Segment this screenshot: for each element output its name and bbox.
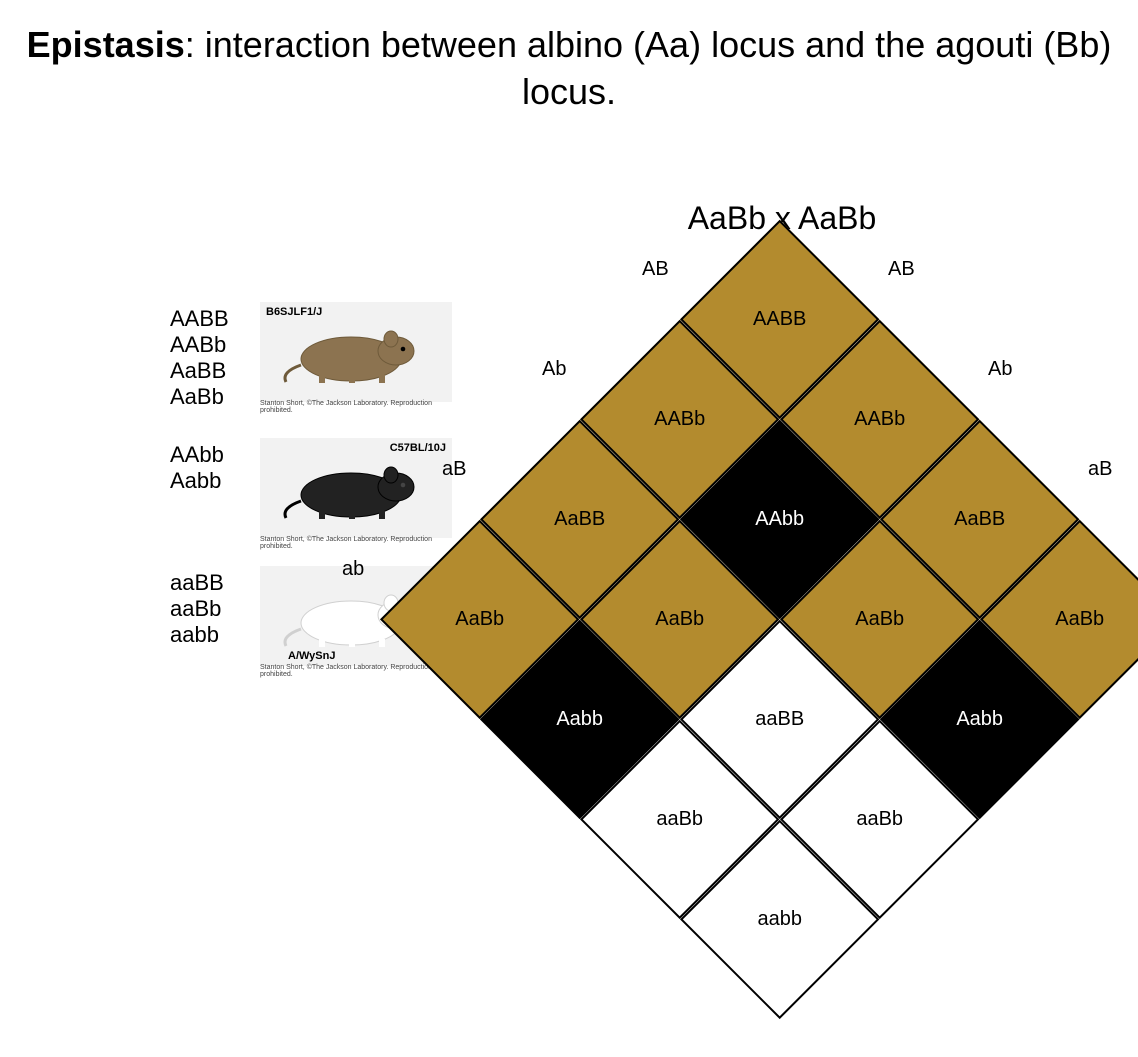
gamete-label-right: aB xyxy=(1088,458,1112,481)
genotype-label: aaBb xyxy=(170,596,260,622)
genotype-list: AABBAABbAaBBAaBb xyxy=(170,302,260,410)
strain-label: A/WySnJ xyxy=(288,650,335,662)
phenotype-row: AAbbAabb C57BL/10JStanton Short, ©The Ja… xyxy=(170,438,490,538)
punnett-square: AABBAABbAABbAaBBAAbbAaBBAaBbAaBbAaBbAaBb… xyxy=(480,270,1080,870)
genotype-label: AaBb xyxy=(170,384,260,410)
mouse-icon xyxy=(281,317,431,387)
mouse-photo: B6SJLF1/JStanton Short, ©The Jackson Lab… xyxy=(260,302,452,402)
genotype-list: aaBBaaBbaabb xyxy=(170,566,260,648)
strain-label: B6SJLF1/J xyxy=(266,306,322,318)
genotype-label: aaBB xyxy=(170,570,260,596)
strain-label: C57BL/10J xyxy=(390,442,446,454)
credit-text: Stanton Short, ©The Jackson Laboratory. … xyxy=(260,400,452,414)
genotype-list: AAbbAabb xyxy=(170,438,260,494)
mouse-photo: C57BL/10JStanton Short, ©The Jackson Lab… xyxy=(260,438,452,538)
genotype-label: Aabb xyxy=(170,468,260,494)
mouse-icon xyxy=(281,453,431,523)
gamete-label-left: aB xyxy=(442,458,466,481)
title-rest: : interaction between albino (Aa) locus … xyxy=(185,24,1112,112)
genotype-label: aabb xyxy=(170,622,260,648)
gamete-label-left: ab xyxy=(342,558,364,581)
page-title: Epistasis: interaction between albino (A… xyxy=(0,22,1138,116)
phenotype-row: AABBAABbAaBBAaBb B6SJLF1/JStanton Short,… xyxy=(170,302,490,410)
gamete-label-left: Ab xyxy=(542,358,566,381)
title-bold: Epistasis xyxy=(27,24,185,65)
genotype-label: AABb xyxy=(170,332,260,358)
credit-text: Stanton Short, ©The Jackson Laboratory. … xyxy=(260,536,452,550)
gamete-label-right: Ab xyxy=(988,358,1012,381)
genotype-label: AAbb xyxy=(170,442,260,468)
genotype-label: AaBB xyxy=(170,358,260,384)
gamete-label-left: AB xyxy=(642,258,669,281)
genotype-label: AABB xyxy=(170,306,260,332)
gamete-label-right: AB xyxy=(888,258,915,281)
